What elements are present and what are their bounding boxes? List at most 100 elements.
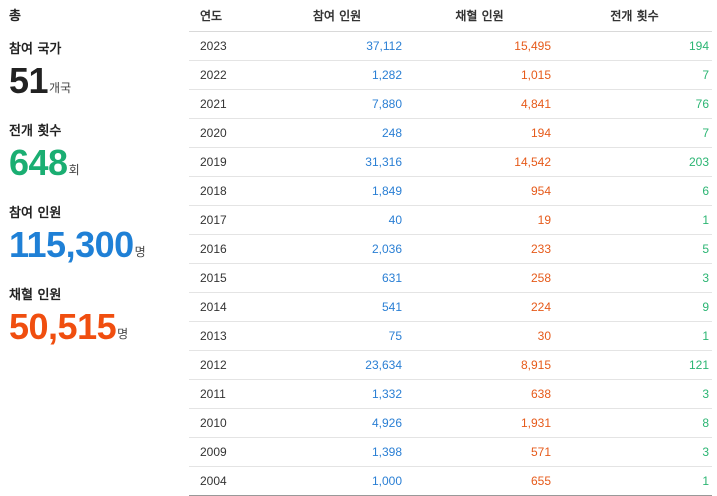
stat-unit: 회 — [68, 163, 80, 177]
stat-label: 참여 국가 — [9, 42, 62, 57]
table-row: 2022 1,282 1,015 7 — [189, 60, 712, 90]
cell-hired: 638 — [402, 379, 557, 409]
table-row: 2010 4,926 1,931 8 — [189, 408, 712, 438]
cell-participants: 7,880 — [272, 89, 402, 119]
cell-count: 1 — [557, 466, 712, 496]
cell-count: 194 — [557, 31, 712, 61]
cell-count: 9 — [557, 292, 712, 322]
stat-value: 648 — [9, 142, 68, 183]
cell-participants: 541 — [272, 292, 402, 322]
table-row: 2014 541 224 9 — [189, 292, 712, 322]
cell-hired: 655 — [402, 466, 557, 496]
cell-participants: 1,000 — [272, 466, 402, 496]
stat-label: 전개 횟수 — [9, 124, 62, 139]
cell-participants: 23,634 — [272, 350, 402, 380]
cell-hired: 14,542 — [402, 147, 557, 177]
cell-participants: 75 — [272, 321, 402, 351]
cell-year: 2018 — [189, 176, 272, 206]
cell-year: 2016 — [189, 234, 272, 264]
stat-value: 51 — [9, 60, 49, 101]
cell-participants: 37,112 — [272, 31, 402, 61]
stat-label: 참여 인원 — [9, 206, 62, 221]
cell-hired: 954 — [402, 176, 557, 206]
cell-count: 121 — [557, 350, 712, 380]
cell-participants: 31,316 — [272, 147, 402, 177]
cell-year: 2010 — [189, 408, 272, 438]
cell-hired: 224 — [402, 292, 557, 322]
cell-hired: 233 — [402, 234, 557, 264]
cell-participants: 1,282 — [272, 60, 402, 90]
table-row: 2017 40 19 1 — [189, 205, 712, 235]
cell-participants: 631 — [272, 263, 402, 293]
table-row: 2009 1,398 571 3 — [189, 437, 712, 467]
table-row: 2020 248 194 7 — [189, 118, 712, 148]
cell-count: 1 — [557, 205, 712, 235]
cell-hired: 1,015 — [402, 60, 557, 90]
cell-hired: 571 — [402, 437, 557, 467]
cell-year: 2022 — [189, 60, 272, 90]
cell-count: 5 — [557, 234, 712, 264]
yearly-table: 연도 참여 인원 채혈 인원 전개 횟수 2023 37,112 15,495 194… — [189, 0, 712, 496]
yearly-table-container: 연도 참여 인원 채혈 인원 전개 횟수 2023 37,112 15,495 194… — [189, 0, 712, 496]
cell-hired: 19 — [402, 205, 557, 235]
cell-count: 3 — [557, 263, 712, 293]
stat-participants: 참여 인원 115,300 명 — [9, 206, 146, 264]
stat-countries: 참여 국가 51 개국 — [9, 42, 71, 100]
header-year: 연도 — [189, 0, 272, 32]
stat-label: 채혈 인원 — [9, 288, 62, 303]
table-row: 2004 1,000 655 1 — [189, 466, 712, 496]
cell-year: 2013 — [189, 321, 272, 351]
cell-count: 7 — [557, 60, 712, 90]
cell-count: 76 — [557, 89, 712, 119]
table-row: 2019 31,316 14,542 203 — [189, 147, 712, 177]
table-row: 2011 1,332 638 3 — [189, 379, 712, 409]
header-count: 전개 횟수 — [557, 0, 712, 32]
cell-year: 2015 — [189, 263, 272, 293]
table-row: 2012 23,634 8,915 121 — [189, 350, 712, 380]
cell-participants: 1,849 — [272, 176, 402, 206]
stat-value: 115,300 — [9, 224, 134, 265]
table-row: 2016 2,036 233 5 — [189, 234, 712, 264]
cell-year: 2011 — [189, 379, 272, 409]
cell-participants: 2,036 — [272, 234, 402, 264]
table-row: 2021 7,880 4,841 76 — [189, 89, 712, 119]
summary-panel: 총 참여 국가 51 개국 전개 횟수 648 회 참여 인원 115,300 … — [0, 0, 185, 494]
cell-year: 2017 — [189, 205, 272, 235]
cell-participants: 248 — [272, 118, 402, 148]
cell-hired: 194 — [402, 118, 557, 148]
cell-count: 6 — [557, 176, 712, 206]
header-participants: 참여 인원 — [272, 0, 402, 32]
table-row: 2015 631 258 3 — [189, 263, 712, 293]
stat-unit: 명 — [134, 245, 146, 259]
cell-hired: 1,931 — [402, 408, 557, 438]
stat-unit: 명 — [117, 327, 129, 341]
cell-count: 203 — [557, 147, 712, 177]
cell-year: 2012 — [189, 350, 272, 380]
stat-hired: 채혈 인원 50,515 명 — [9, 288, 128, 346]
table-row: 2013 75 30 1 — [189, 321, 712, 351]
cell-year: 2009 — [189, 437, 272, 467]
cell-count: 3 — [557, 379, 712, 409]
cell-hired: 258 — [402, 263, 557, 293]
cell-count: 1 — [557, 321, 712, 351]
cell-participants: 1,398 — [272, 437, 402, 467]
table-row: 2023 37,112 15,495 194 — [189, 31, 712, 61]
cell-year: 2023 — [189, 31, 272, 61]
summary-heading: 총 — [9, 9, 21, 24]
table-header-row: 연도 참여 인원 채혈 인원 전개 횟수 — [189, 0, 712, 32]
cell-participants: 4,926 — [272, 408, 402, 438]
cell-hired: 8,915 — [402, 350, 557, 380]
table-row: 2018 1,849 954 6 — [189, 176, 712, 206]
cell-hired: 30 — [402, 321, 557, 351]
stat-deployments: 전개 횟수 648 회 — [9, 124, 80, 182]
header-hired: 채혈 인원 — [402, 0, 557, 32]
stat-unit: 개국 — [49, 81, 72, 95]
cell-hired: 4,841 — [402, 89, 557, 119]
cell-year: 2004 — [189, 466, 272, 496]
cell-participants: 1,332 — [272, 379, 402, 409]
cell-participants: 40 — [272, 205, 402, 235]
cell-count: 7 — [557, 118, 712, 148]
cell-year: 2019 — [189, 147, 272, 177]
stat-value: 50,515 — [9, 306, 117, 347]
cell-year: 2014 — [189, 292, 272, 322]
